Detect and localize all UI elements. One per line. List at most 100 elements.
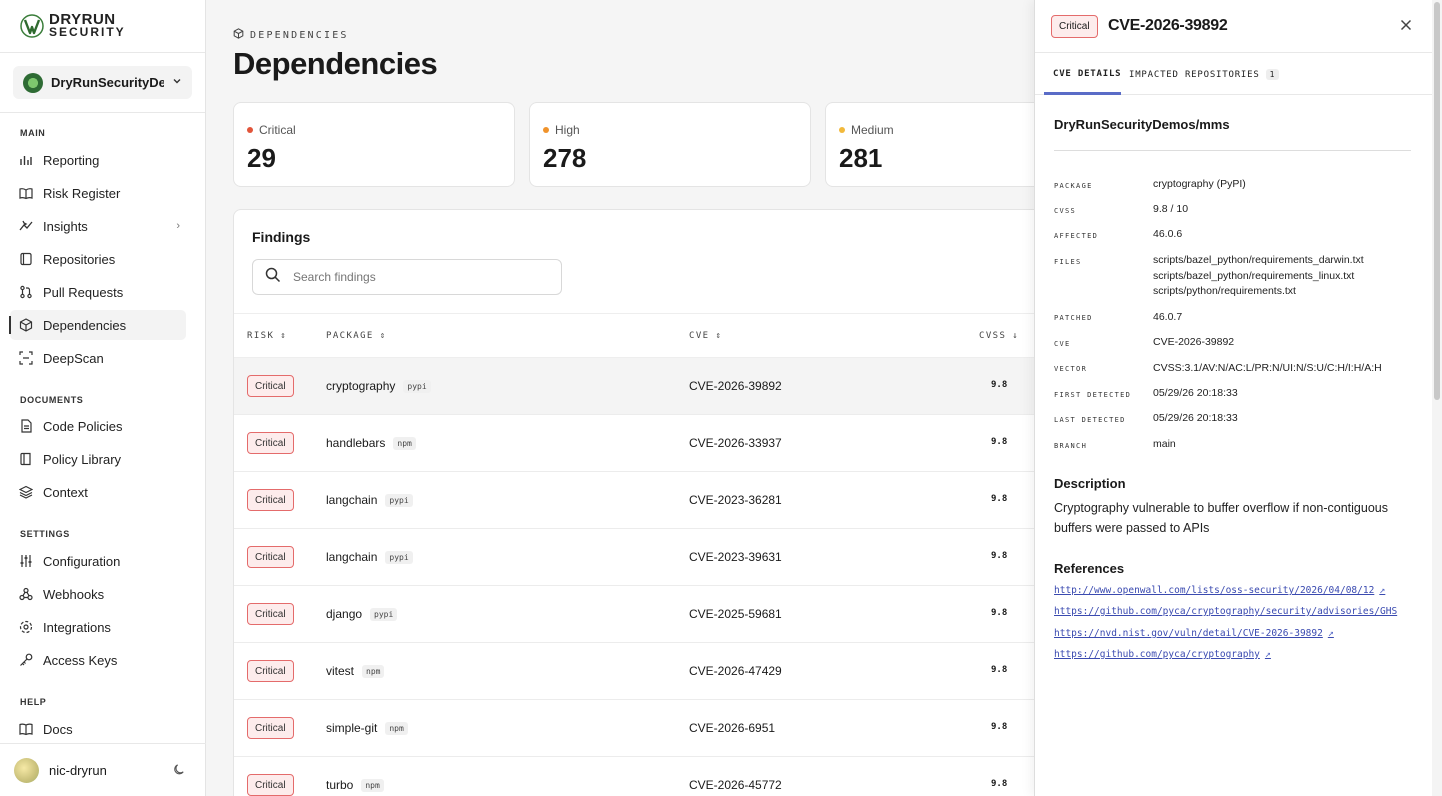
table-row[interactable]: Critical langchain pypi CVE-2023-36281 9.… (234, 472, 1062, 529)
brand-line1: DRYRUN (49, 11, 116, 28)
table-row[interactable]: Critical langchain pypi CVE-2023-39631 9.… (234, 529, 1062, 586)
search-input[interactable] (293, 270, 533, 284)
field-key: PATCHED (1054, 314, 1093, 322)
reference-link[interactable]: http://www.openwall.com/lists/oss-securi… (1054, 585, 1385, 596)
scrollbar-thumb[interactable] (1434, 2, 1440, 400)
field-value: main (1153, 438, 1176, 450)
package-name: langchain (326, 550, 378, 564)
main-content: DEPENDENCIES Dependencies Critical 29 Hi… (207, 0, 1107, 796)
findings-title: Findings (252, 229, 311, 245)
sidebar-item-policy-library[interactable]: Policy Library (10, 444, 186, 474)
cve-id: CVE-2026-47429 (689, 664, 782, 678)
package-name: langchain (326, 493, 378, 507)
tab-impacted-repositories[interactable]: IMPACTED REPOSITORIES 1 (1129, 69, 1280, 80)
ecosystem-tag: pypi (370, 607, 398, 621)
field-value: 46.0.7 (1153, 311, 1183, 323)
cvss-score: 9.8 (991, 494, 1008, 504)
table-row[interactable]: Critical django pypi CVE-2025-59681 9.8 (234, 586, 1062, 643)
stat-card-high[interactable]: High 278 (529, 102, 811, 187)
cvss-score: 9.8 (991, 779, 1008, 789)
table-row[interactable]: Critical handlebars npm CVE-2026-33937 9.… (234, 415, 1062, 472)
sidebar-item-label: Repositories (43, 251, 116, 267)
external-link-icon: ↗ (1379, 585, 1386, 596)
field-value: 46.0.6 (1153, 228, 1183, 240)
sidebar-item-label: Code Policies (43, 418, 123, 434)
sidebar-item-risk-register[interactable]: Risk Register (10, 178, 186, 208)
ecosystem-tag: pypi (385, 493, 413, 507)
org-switcher[interactable]: DryRunSecurityDe... (13, 66, 192, 99)
stat-card-critical[interactable]: Critical 29 (233, 102, 515, 187)
sidebar-item-dependencies[interactable]: Dependencies (9, 310, 186, 340)
sidebar-item-label: Risk Register (43, 185, 121, 201)
field-key: FILES (1054, 258, 1082, 266)
count-badge: 1 (1265, 69, 1280, 80)
tab-cve-details[interactable]: CVE DETAILS (1053, 69, 1121, 79)
field-key: PACKAGE (1054, 182, 1093, 190)
scrollbar[interactable] (1432, 0, 1442, 796)
field-value: cryptography (PyPI) (1153, 178, 1246, 190)
search-box[interactable] (252, 259, 562, 295)
sidebar-item-pull-requests[interactable]: Pull Requests (10, 277, 186, 307)
sidebar-item-code-policies[interactable]: Code Policies (10, 411, 186, 441)
breadcrumb-label: DEPENDENCIES (250, 29, 349, 41)
sidebar-item-docs[interactable]: Docs (10, 714, 186, 744)
close-icon[interactable] (1400, 18, 1412, 36)
field-key: LAST DETECTED (1054, 416, 1126, 424)
external-link-icon: ↗ (1264, 649, 1271, 660)
high-dot-icon (543, 127, 549, 133)
sidebar-item-context[interactable]: Context (10, 477, 186, 507)
cve-id: CVE-2023-39631 (689, 550, 782, 564)
sidebar-item-label: Dependencies (43, 317, 127, 333)
field-value: CVE-2026-39892 (1153, 336, 1235, 348)
sidebar-item-access-keys[interactable]: Access Keys (10, 645, 186, 675)
package-icon (233, 28, 244, 42)
reference-url: https://github.com/pyca/cryptography (1054, 649, 1260, 660)
table-row[interactable]: Critical cryptography pypi CVE-2026-39892… (234, 358, 1062, 415)
user-menu[interactable]: nic-dryrun (0, 743, 206, 796)
column-package[interactable]: PACKAGE ⇕ (326, 331, 387, 341)
sidebar-item-deepscan[interactable]: DeepScan (10, 343, 186, 373)
brand-line2: SECURITY (49, 25, 126, 39)
cvss-score: 9.8 (991, 665, 1008, 675)
integrations-icon (19, 620, 33, 634)
reference-link[interactable]: https://nvd.nist.gov/vuln/detail/CVE-202… (1054, 628, 1334, 639)
field-key: BRANCH (1054, 442, 1088, 450)
field-value: scripts/python/requirements.txt (1153, 285, 1296, 297)
sidebar-item-label: Docs (43, 721, 73, 737)
table-row[interactable]: Critical vitest npm CVE-2026-47429 9.8 (234, 643, 1062, 700)
column-risk[interactable]: RISK ⇕ (247, 331, 287, 341)
column-cve[interactable]: CVE ⇕ (689, 331, 722, 341)
cvss-score: 9.8 (991, 380, 1008, 390)
moon-icon[interactable] (173, 763, 186, 779)
reference-link[interactable]: https://github.com/pyca/cryptography/sec… (1054, 606, 1397, 617)
cve-detail-panel: Critical CVE-2026-39892 CVE DETAILS IMPA… (1034, 0, 1442, 796)
cve-id: CVE-2025-59681 (689, 607, 782, 621)
sort-icon: ⇕ (379, 331, 387, 341)
brand-logo[interactable]: DRYRUN SECURITY (0, 0, 205, 53)
dryrun-logo-icon (20, 14, 44, 38)
tab-label: IMPACTED REPOSITORIES (1129, 69, 1260, 80)
sidebar-item-reporting[interactable]: Reporting (10, 145, 186, 175)
sidebar-item-integrations[interactable]: Integrations (10, 612, 186, 642)
table-row[interactable]: Critical turbo npm CVE-2026-45772 9.8 (234, 757, 1062, 796)
reporting-icon (19, 153, 33, 167)
field-key: CVSS (1054, 207, 1077, 215)
sidebar-item-configuration[interactable]: Configuration (10, 546, 186, 576)
column-cvss[interactable]: CVSS ↓ (979, 331, 1019, 341)
cvss-score: 9.8 (991, 608, 1008, 618)
reference-link[interactable]: https://github.com/pyca/cryptography ↗ (1054, 649, 1271, 660)
table-row[interactable]: Critical simple-git npm CVE-2026-6951 9.8 (234, 700, 1062, 757)
repositories-icon (19, 252, 33, 266)
ecosystem-tag: npm (393, 436, 416, 450)
sidebar-item-insights[interactable]: Insights › (10, 211, 186, 241)
field-key: CVE (1054, 340, 1071, 348)
sidebar-item-repositories[interactable]: Repositories (10, 244, 186, 274)
repo-name[interactable]: DryRunSecurityDemos/mms (1054, 117, 1230, 132)
sidebar-item-label: Reporting (43, 152, 100, 168)
findings-panel: Findings RISK ⇕ PACKAGE ⇕ CVE ⇕ CVSS ↓ Criti… (233, 209, 1063, 796)
risk-register-icon (19, 186, 33, 200)
sidebar-item-webhooks[interactable]: Webhooks (10, 579, 186, 609)
section-settings-label: SETTINGS (20, 529, 70, 539)
field-key: VECTOR (1054, 365, 1088, 373)
cve-id: CVE-2023-36281 (689, 493, 782, 507)
